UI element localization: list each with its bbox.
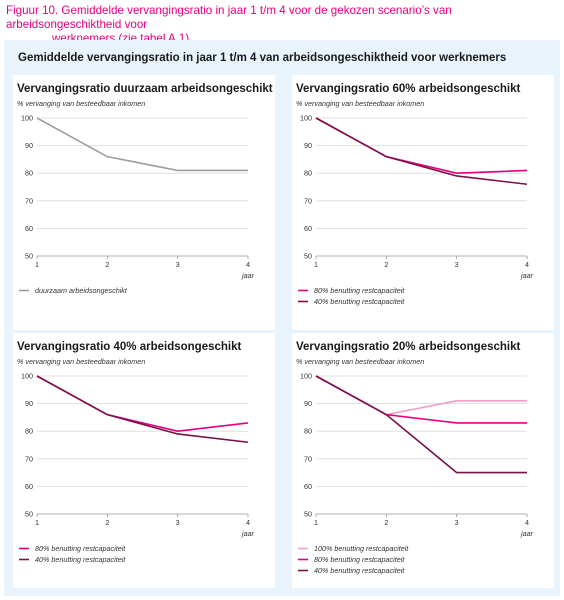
- y-tick-label: 90: [25, 399, 33, 408]
- y-axis-label: % vervanging van besteedbaar inkomen: [296, 99, 424, 108]
- legend-label: 40% benutting restcapaciteit: [314, 297, 405, 306]
- x-tick-label: 3: [455, 260, 459, 269]
- legend-label: 80% benutting restcapaciteit: [314, 555, 405, 564]
- y-tick-label: 100: [21, 114, 33, 123]
- legend-label: 100% benutting restcapaciteit: [314, 544, 409, 553]
- y-tick-label: 50: [25, 252, 33, 261]
- x-tick-label: 1: [314, 518, 318, 527]
- series-line: [315, 375, 527, 474]
- chart-40-procent: Vervangingsratio 40% arbeidsongeschikt % …: [13, 333, 275, 588]
- y-tick-label: 90: [304, 399, 312, 408]
- x-tick-label: 2: [105, 518, 109, 527]
- series-line: [315, 375, 527, 424]
- x-axis-label: jaar: [241, 271, 255, 280]
- y-tick-label: 70: [25, 196, 33, 205]
- legend-label: duurzaam arbeidsongeschikt: [35, 286, 128, 295]
- y-tick-label: 70: [25, 454, 33, 463]
- y-tick-label: 60: [25, 482, 33, 491]
- chart-title: Vervangingsratio 40% arbeidsongeschikt: [17, 341, 241, 353]
- x-tick-label: 2: [105, 260, 109, 269]
- x-tick-label: 3: [176, 518, 180, 527]
- y-tick-label: 80: [304, 169, 312, 178]
- figure-caption-line1: Figuur 10. Gemiddelde vervangingsratio i…: [6, 4, 452, 31]
- y-tick-label: 50: [304, 510, 312, 519]
- y-tick-label: 90: [25, 141, 33, 150]
- y-tick-label: 60: [304, 482, 312, 491]
- chart-svg: Vervangingsratio 40% arbeidsongeschikt % …: [17, 341, 255, 564]
- x-tick-label: 1: [35, 518, 39, 527]
- chart-svg: Vervangingsratio 20% arbeidsongeschikt % …: [296, 341, 534, 575]
- y-tick-label: 100: [21, 372, 33, 381]
- x-tick-label: 1: [314, 260, 318, 269]
- chart-60-procent: Vervangingsratio 60% arbeidsongeschikt % …: [292, 75, 554, 330]
- y-tick-label: 70: [304, 196, 312, 205]
- series-line: [315, 375, 527, 416]
- legend-label: 80% benutting restcapaciteit: [35, 544, 126, 553]
- legend-label: 80% benutting restcapaciteit: [314, 286, 405, 295]
- chart-title: Vervangingsratio 60% arbeidsongeschikt: [296, 83, 520, 95]
- x-tick-label: 4: [246, 518, 250, 527]
- y-tick-label: 70: [304, 454, 312, 463]
- y-tick-label: 60: [25, 224, 33, 233]
- x-tick-label: 3: [176, 260, 180, 269]
- x-axis-label: jaar: [241, 529, 255, 538]
- legend-label: 40% benutting restcapaciteit: [314, 566, 405, 575]
- main-title: Gemiddelde vervangingsratio in jaar 1 t/…: [18, 52, 507, 64]
- y-tick-label: 60: [304, 224, 312, 233]
- y-tick-label: 80: [25, 427, 33, 436]
- x-tick-label: 4: [246, 260, 250, 269]
- y-tick-label: 80: [304, 427, 312, 436]
- x-axis-label: jaar: [520, 529, 534, 538]
- y-tick-label: 100: [300, 114, 312, 123]
- y-axis-label: % vervanging van besteedbaar inkomen: [296, 357, 424, 366]
- y-tick-label: 50: [304, 252, 312, 261]
- y-tick-label: 80: [25, 169, 33, 178]
- x-tick-label: 1: [35, 260, 39, 269]
- chart-title: Vervangingsratio duurzaam arbeidsongesch…: [17, 83, 273, 95]
- y-axis-label: % vervanging van besteedbaar inkomen: [17, 99, 145, 108]
- series-line: [315, 117, 528, 186]
- legend-label: 40% benutting restcapaciteit: [35, 555, 126, 564]
- y-tick-label: 90: [304, 141, 312, 150]
- x-tick-label: 2: [384, 518, 388, 527]
- chart-title: Vervangingsratio 20% arbeidsongeschikt: [296, 341, 520, 353]
- y-tick-label: 50: [25, 510, 33, 519]
- chart-20-procent: Vervangingsratio 20% arbeidsongeschikt % …: [292, 333, 554, 588]
- x-tick-label: 4: [525, 518, 529, 527]
- x-tick-label: 3: [455, 518, 459, 527]
- y-tick-label: 100: [300, 372, 312, 381]
- chart-svg: Vervangingsratio 60% arbeidsongeschikt % …: [296, 83, 534, 306]
- x-axis-label: jaar: [520, 271, 534, 280]
- x-tick-label: 4: [525, 260, 529, 269]
- series-line: [36, 375, 249, 444]
- chart-svg: Vervangingsratio duurzaam arbeidsongesch…: [17, 83, 273, 295]
- y-axis-label: % vervanging van besteedbaar inkomen: [17, 357, 145, 366]
- series-line: [36, 117, 248, 172]
- chart-duurzaam: Vervangingsratio duurzaam arbeidsongesch…: [13, 75, 275, 330]
- x-tick-label: 2: [384, 260, 388, 269]
